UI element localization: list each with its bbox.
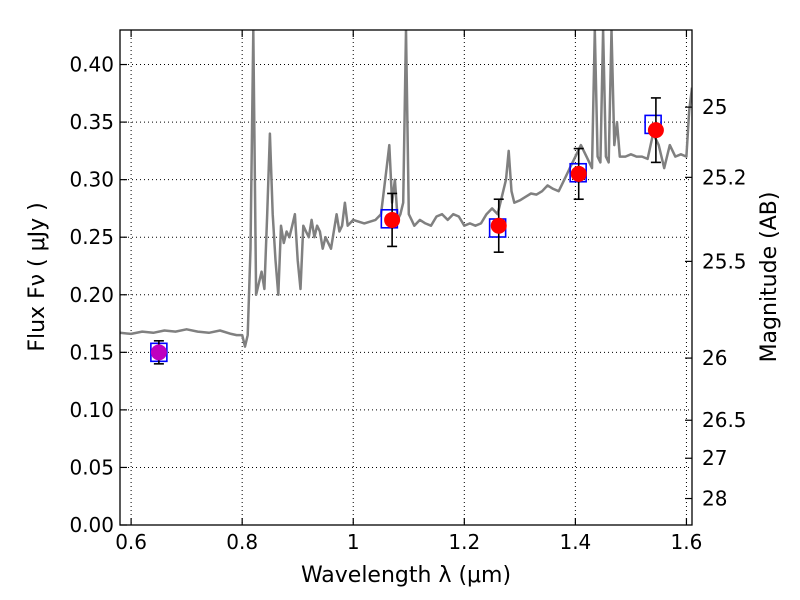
x-tick-label: 1.6 (671, 530, 703, 554)
x-tick-label: 1 (347, 530, 360, 554)
right-tick-label: 26 (702, 346, 727, 370)
y-tick-label: 0.10 (69, 398, 114, 422)
right-tick-label: 25.2 (702, 165, 747, 189)
observed-point (384, 211, 401, 228)
x-tick-label: 1.2 (448, 530, 480, 554)
plot-frame (119, 29, 693, 526)
y-tick-label: 0.20 (69, 283, 114, 307)
observed-point (490, 217, 507, 234)
y-tick-label: 0.00 (69, 513, 114, 537)
y-tick-label: 0.40 (69, 53, 114, 77)
axis-ticks: 0.6 0.8 1 1.2 1.4 1.6 0.00 0.05 0.10 0.15 0.20 0.25… (69, 30, 747, 554)
right-tick-label: 25 (702, 95, 727, 119)
y-axis-label: Flux Fν ( μJy ) (25, 202, 50, 351)
right-tick-label: 28 (702, 487, 727, 511)
right-tick-label: 25.5 (702, 249, 747, 273)
grid (120, 30, 692, 525)
x-tick-label: 0.8 (226, 530, 258, 554)
observed-point (570, 165, 587, 182)
x-axis-label: Wavelength λ (μm) (301, 563, 511, 588)
observed-point (150, 344, 167, 361)
data-area (120, 30, 692, 365)
y-tick-label: 0.05 (69, 455, 114, 479)
y-tick-label: 0.25 (69, 225, 114, 249)
y-tick-label: 0.30 (69, 168, 114, 192)
observed-point (647, 122, 664, 139)
right-tick-label: 27 (702, 446, 727, 470)
x-tick-label: 1.4 (559, 530, 591, 554)
right-tick-label: 26.5 (702, 408, 747, 432)
model-spectrum-line (120, 30, 692, 348)
y-tick-label: 0.15 (69, 340, 114, 364)
right-y-axis-label: Magnitude (AB) (757, 192, 782, 363)
y-tick-label: 0.35 (69, 110, 114, 134)
x-tick-label: 0.6 (115, 530, 147, 554)
